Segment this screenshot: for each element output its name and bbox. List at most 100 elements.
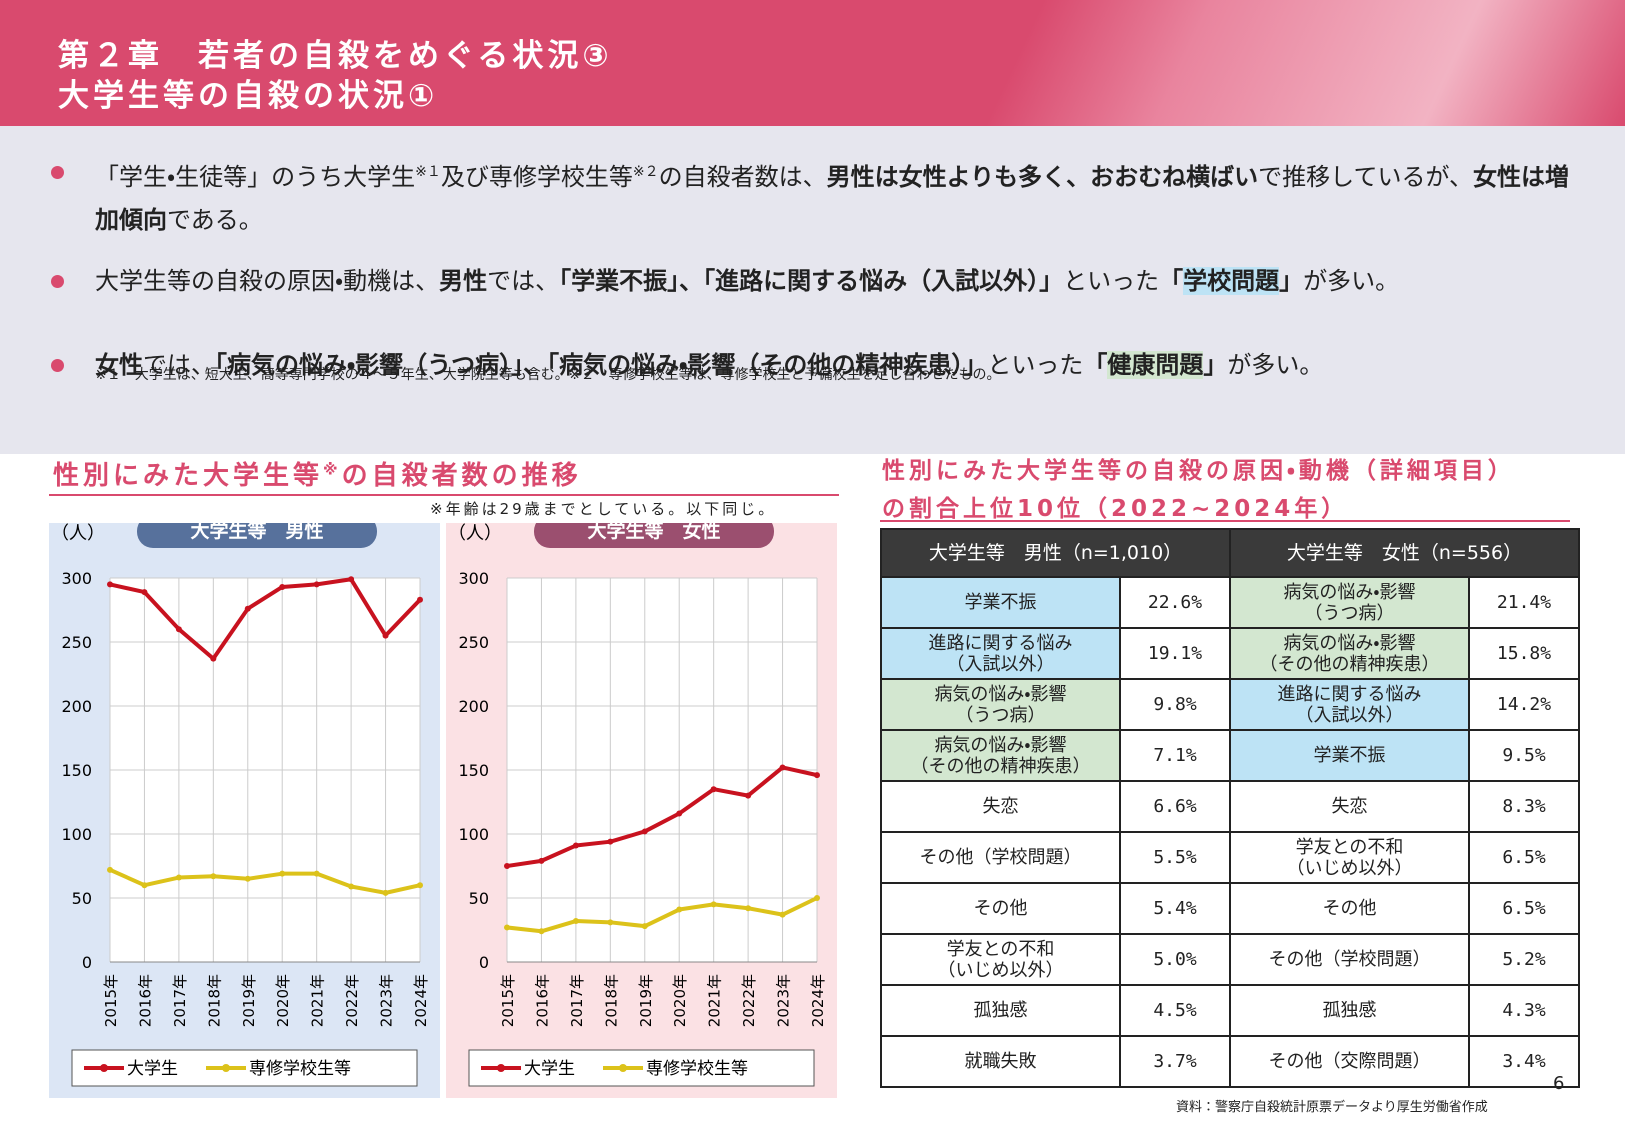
- legend-label: 専修学校生等: [646, 1059, 748, 1079]
- bullet: 「学生・生徒等」のうち大学生※１及び専修学校生等※２の自殺者数は、男性は女性より…: [51, 151, 1575, 242]
- y-tick-label: 100: [458, 825, 489, 844]
- percent-cell: 5.0%: [1119, 933, 1231, 986]
- point: [210, 655, 217, 662]
- x-tick-label: 2021年: [309, 974, 327, 1027]
- percent-cell: 6.5%: [1468, 882, 1580, 935]
- table-row: 病気の悩み・影響 （その他の精神疾患） 7.1% 学業不振 9.5%: [880, 729, 1580, 782]
- point: [141, 882, 148, 889]
- x-tick-label: 2018年: [602, 974, 620, 1027]
- text-segment: 」: [1203, 351, 1228, 379]
- point: [538, 928, 545, 935]
- series-line: [506, 765, 818, 868]
- x-tick-label: 2023年: [378, 974, 396, 1027]
- text-segment: 学校問題: [1183, 267, 1280, 295]
- point: [538, 857, 545, 864]
- text-segment: ※１: [415, 164, 441, 180]
- text-segment: 女性は増加傾向: [95, 163, 1569, 234]
- x-tick-label: 2015年: [102, 974, 120, 1027]
- cause-cell: その他: [1229, 882, 1470, 935]
- point: [382, 889, 389, 896]
- table: 大学生等 男性（n=1,010） 大学生等 女性（n=556） 学業不振 22.6% 病…: [880, 528, 1580, 1088]
- point: [348, 883, 355, 890]
- point: [348, 576, 355, 583]
- text-segment: 男性は女性よりも多く、おおむね横ばい: [826, 163, 1259, 191]
- point: [641, 828, 648, 835]
- cause-cell: 就職失敗: [880, 1035, 1121, 1088]
- percent-cell: 3.7%: [1119, 1035, 1231, 1088]
- panel-title: 性別にみた大学生等※の自殺者数の推移: [53, 455, 582, 492]
- text-segment: といった: [987, 351, 1084, 379]
- y-tick-label: 250: [61, 633, 92, 652]
- cause-cell: 孤独感: [1229, 984, 1470, 1037]
- percent-cell: 9.5%: [1468, 729, 1580, 782]
- cause-cell: その他: [880, 882, 1121, 935]
- cause-cell: 病気の悩み・影響 （その他の精神疾患）: [1229, 627, 1470, 680]
- point: [745, 792, 752, 799]
- point: [745, 905, 752, 912]
- percent-cell: 21.4%: [1468, 576, 1580, 629]
- cause-cell: その他（学校問題）: [880, 831, 1121, 884]
- legend-label: 専修学校生等: [249, 1059, 351, 1079]
- x-tick-label: 2018年: [205, 974, 223, 1027]
- chart: 大学生等 男性 （人） 0 50 100 150 200 250 300 2015年 2016年 20…: [49, 523, 440, 1098]
- legend-swatch: [497, 1064, 505, 1072]
- rule: [49, 494, 839, 496]
- cause-cell: 失恋: [880, 780, 1121, 833]
- x-tick-label: 2021年: [706, 974, 724, 1027]
- point: [710, 786, 717, 793]
- percent-cell: 4.5%: [1119, 984, 1231, 1037]
- rule: [880, 520, 1570, 522]
- y-tick-label: 0: [479, 953, 489, 972]
- series-line: [506, 896, 818, 934]
- text-segment: 「: [1083, 351, 1108, 379]
- point: [244, 605, 251, 612]
- page-number: 6: [1553, 1073, 1565, 1094]
- cause-cell: 学業不振: [1229, 729, 1470, 782]
- table-row: その他 5.4% その他 6.5%: [880, 882, 1580, 935]
- bullet: 大学生等の自殺の原因・動機は、男性では、「学業不振」、「進路に関する悩み（入試以…: [51, 260, 1575, 303]
- header-title: 大学生等の自殺の状況①: [58, 78, 439, 114]
- point: [175, 626, 182, 633]
- table-row: 就職失敗 3.7% その他（交際問題） 3.4%: [880, 1035, 1580, 1088]
- text-segment: 女性: [95, 351, 143, 379]
- x-tick-label: 2019年: [637, 974, 655, 1027]
- point: [313, 870, 320, 877]
- point: [572, 918, 579, 925]
- cause-cell: その他（学校問題）: [1229, 933, 1470, 986]
- x-tick-label: 2024年: [809, 974, 827, 1027]
- cause-cell: 学友との不和 （いじめ以外）: [1229, 831, 1470, 884]
- source: 資料：警察庁自殺統計原票データより厚生労働省作成: [1176, 1100, 1488, 1115]
- x-tick-label: 2015年: [499, 974, 517, 1027]
- text-segment: 男性: [439, 267, 488, 295]
- text-segment: 「学生・生徒等」のうち大学生: [95, 163, 416, 191]
- percent-cell: 7.1%: [1119, 729, 1231, 782]
- text: の自殺者数の推移: [341, 461, 582, 491]
- table-row: 進路に関する悩み （入試以外） 19.1% 病気の悩み・影響 （その他の精神疾患） 1…: [880, 627, 1580, 680]
- y-tick-label: 150: [458, 761, 489, 780]
- text-segment: ※２: [632, 164, 659, 180]
- point: [676, 810, 683, 817]
- text-segment: 「: [1159, 267, 1184, 295]
- x-tick-label: 2020年: [671, 974, 689, 1027]
- text-segment: である。: [167, 206, 263, 234]
- header-row: 大学生等 男性（n=1,010） 大学生等 女性（n=556）: [880, 528, 1580, 578]
- y-axis-label: （人）: [448, 523, 502, 544]
- point: [382, 632, 389, 639]
- x-tick-label: 2022年: [343, 974, 361, 1027]
- note: ※年齢は29歳までとしている。以下同じ。: [430, 500, 777, 518]
- percent-cell: 14.2%: [1468, 678, 1580, 731]
- y-tick-label: 100: [61, 825, 92, 844]
- text-segment: 「学業不振」、「進路に関する悩み（入試以外）」: [559, 267, 1064, 295]
- x-tick-label: 2024年: [412, 974, 430, 1027]
- panel-title: 性別にみた大学生等の自殺の原因・動機（詳細項目） の割合上位10位（2022~20…: [882, 452, 1515, 528]
- text-segment: では、: [487, 267, 560, 295]
- table-row: 孤独感 4.5% 孤独感 4.3%: [880, 984, 1580, 1037]
- percent-cell: 19.1%: [1119, 627, 1231, 680]
- table-row: その他（学校問題） 5.5% 学友との不和 （いじめ以外） 6.5%: [880, 831, 1580, 884]
- point: [779, 911, 786, 918]
- text-segment: 」: [1279, 267, 1304, 295]
- point: [279, 583, 286, 590]
- text-segment: 大学生等の自殺の原因・動機は、: [95, 267, 440, 295]
- y-tick-label: 300: [458, 569, 489, 588]
